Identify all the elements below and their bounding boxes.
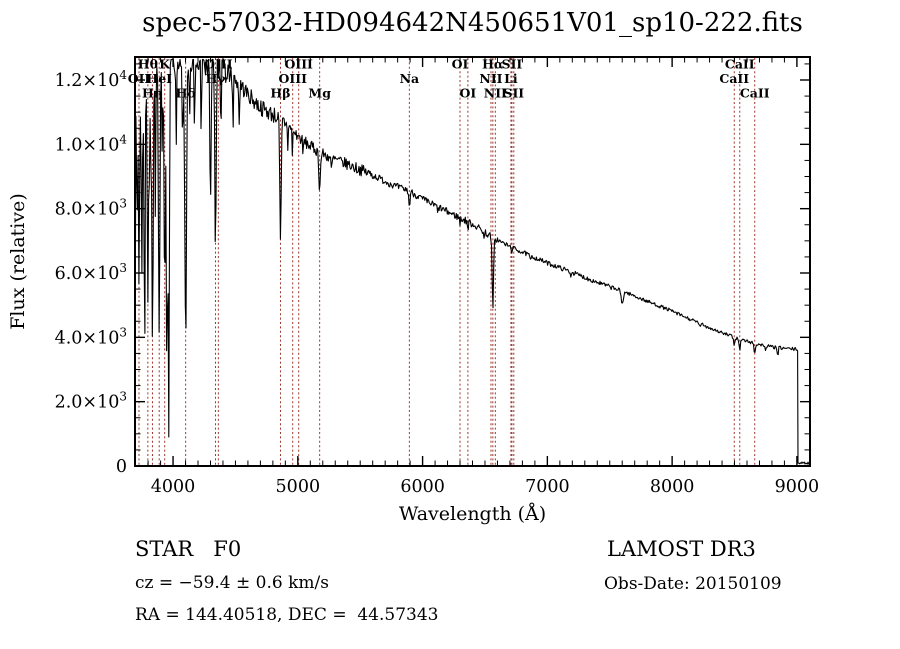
spectral-line-label: Hθ (138, 57, 158, 72)
spectral-line-label: OI (452, 57, 469, 72)
cz-value-label: cz = −59.4 ± 0.6 km/s (135, 573, 329, 593)
x-tick-label: 4000 (151, 477, 196, 497)
x-tick-label: 9000 (775, 477, 820, 497)
spectral-line-label: SII (502, 57, 523, 72)
spectral-line-label: Li (504, 71, 518, 86)
spectral-line-label: Hβ (270, 86, 290, 101)
spectral-line-label: Mg (308, 86, 331, 101)
y-tick-label: 6.0×103 (55, 261, 127, 284)
spectral-line-label: Hδ (176, 86, 196, 101)
spectral-line-label: HeI (146, 71, 172, 86)
spectral-line-label: NII (479, 71, 502, 86)
y-tick-label: 1.0×104 (55, 132, 128, 155)
spectral-line-label: CaII (740, 86, 770, 101)
spectral-line-label: Hη (142, 86, 163, 101)
y-tick-label: 0 (116, 457, 127, 477)
spectral-line-label: CaII (719, 71, 749, 86)
plot-box (134, 56, 811, 467)
object-class-label: STAR F0 (135, 537, 242, 561)
y-tick-label: 4.0×103 (55, 325, 127, 348)
x-tick-label: 6000 (400, 477, 445, 497)
spectral-line-label: OIII (284, 57, 313, 72)
y-tick-label: 2.0×103 (55, 390, 127, 413)
spectral-line-markers: OIIHθHηHeIKHδHγOIIIHβOIIIOIIIMgNaOIOINII… (128, 57, 770, 465)
page-title: spec-57032-HD094642N450651V01_sp10-222.f… (142, 8, 803, 38)
survey-release-label: LAMOST DR3 (607, 537, 756, 561)
spectral-line-label: NII (484, 86, 507, 101)
x-axis-title: Wavelength (Å) (399, 503, 546, 525)
spectral-line-label: Hα (482, 57, 504, 72)
y-tick-label: 1.2×104 (55, 68, 128, 91)
spectral-line-label: OIII (278, 71, 307, 86)
y-tick-label: 8.0×103 (55, 197, 127, 220)
ra-dec-label: RA = 144.40518, DEC = 44.57343 (135, 605, 439, 625)
spectral-line-label: OII (128, 71, 151, 86)
spectral-line-label: Hγ (205, 71, 226, 86)
spectral-line-label: K (159, 57, 171, 72)
spectral-line-label: SII (503, 86, 524, 101)
spectrum-curve (134, 58, 810, 465)
y-axis-title: Flux (relative) (7, 193, 29, 330)
x-tick-label: 7000 (525, 477, 570, 497)
obs-date-label: Obs-Date: 20150109 (604, 574, 782, 594)
x-tick-label: 8000 (650, 477, 695, 497)
x-tick-label: 5000 (276, 477, 321, 497)
spectral-line-label: OI (460, 86, 477, 101)
axes: 4000 5000 6000 7000 8000 9000 0 2.0×103 4.0×103 6… (7, 56, 820, 525)
spectral-line-label: Na (400, 71, 420, 86)
spectral-line-label: CaII (725, 57, 755, 72)
